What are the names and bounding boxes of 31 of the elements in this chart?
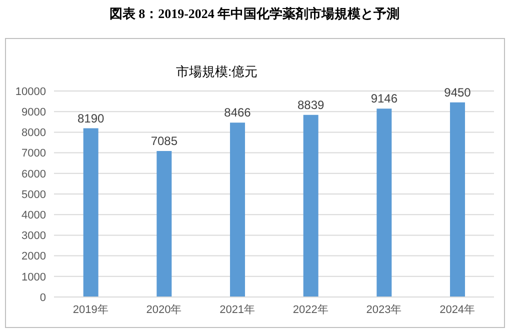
bar — [83, 128, 98, 297]
bar — [376, 108, 392, 297]
chart-title: 図表 8：2019-2024 年中国化学薬剤市場規模と予測 — [108, 5, 401, 23]
y-tick-label: 10000 — [15, 86, 46, 98]
y-tick-label: 2000 — [22, 250, 46, 263]
bar — [156, 151, 172, 297]
y-tick-label: 5000 — [22, 188, 46, 201]
data-label: 8466 — [224, 106, 252, 120]
y-tick-label: 7000 — [22, 148, 46, 160]
data-label: 9146 — [370, 92, 398, 106]
bar — [303, 114, 318, 297]
bar — [450, 102, 465, 297]
y-tick-label: 9000 — [22, 106, 46, 119]
x-tick-label: 2023年 — [366, 304, 402, 316]
data-label: 9450 — [444, 85, 472, 100]
data-label: 8190 — [77, 111, 105, 126]
y-tick-label: 1000 — [22, 271, 46, 284]
y-tick-label: 0 — [40, 292, 46, 304]
x-tick-label: 2021年 — [220, 304, 256, 316]
y-tick-label: 4000 — [22, 210, 46, 222]
bar — [230, 122, 245, 297]
x-tick-label: 2019年 — [72, 304, 108, 316]
x-tick-label: 2022年 — [292, 304, 328, 316]
x-tick-label: 2024年 — [440, 304, 476, 316]
x-tick-label: 2020年 — [146, 304, 182, 316]
data-label: 8839 — [297, 98, 325, 112]
data-label: 7085 — [150, 134, 178, 148]
y-tick-label: 6000 — [22, 168, 46, 180]
y-tick-label: 8000 — [22, 127, 46, 140]
y-tick-label: 3000 — [22, 230, 46, 242]
chart-subtitle: 市場規模:億元 — [176, 63, 258, 81]
